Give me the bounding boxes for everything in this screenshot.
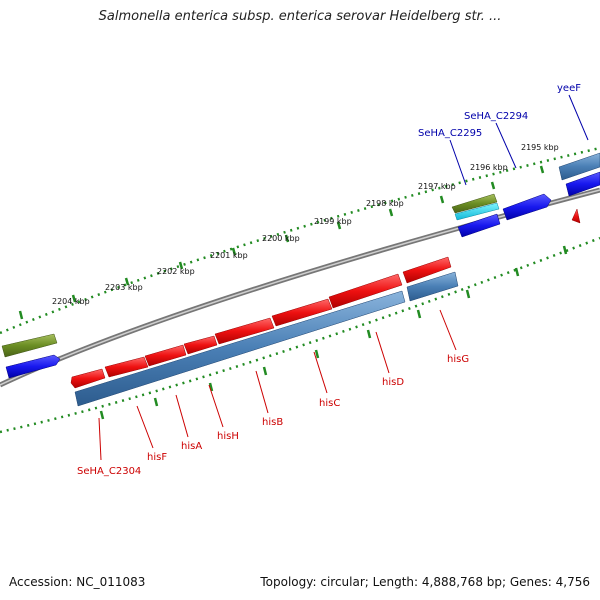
forward-gene-hisG[interactable] — [402, 256, 452, 284]
rna-feature-c2295[interactable] — [451, 193, 498, 214]
kbp-label-2196: 2196 kbp — [470, 163, 508, 172]
forward-marker-arrow[interactable] — [571, 208, 581, 224]
kbp-label-2202: 2202 kbp — [157, 267, 195, 276]
gene-label-hisH[interactable]: hisH — [217, 431, 239, 442]
gene-label-hisD[interactable]: hisD — [382, 377, 404, 388]
top-label-leaders — [449, 94, 589, 186]
bottom-label-leaders — [98, 309, 457, 461]
cds-bar-hisG[interactable] — [406, 271, 459, 302]
cds-bar-his-operon[interactable] — [74, 290, 406, 407]
inner-major-ticks — [99, 245, 568, 420]
kbp-label-2195: 2195 kbp — [521, 143, 559, 152]
outer-scale-ring — [0, 146, 600, 335]
forward-gene-hisF[interactable] — [104, 356, 149, 378]
gene-label-hisC[interactable]: hisC — [319, 398, 340, 409]
gene-label-hisG[interactable]: hisG — [447, 354, 469, 365]
forward-gene-hisH[interactable] — [183, 335, 218, 355]
gene-label-c2295[interactable]: SeHA_C2295 — [418, 128, 482, 139]
kbp-label-2197: 2197 kbp — [418, 182, 456, 191]
reverse-gene-left[interactable] — [5, 354, 61, 379]
gene-label-hisB[interactable]: hisB — [262, 417, 283, 428]
kbp-label-2198: 2198 kbp — [366, 199, 404, 208]
forward-gene-c2304[interactable] — [70, 368, 106, 389]
forward-gene-hisB[interactable] — [214, 317, 275, 345]
gene-label-hisF[interactable]: hisF — [147, 452, 167, 463]
kbp-label-2200: 2200 kbp — [262, 234, 300, 243]
outer-major-ticks — [18, 165, 545, 320]
forward-gene-hisA[interactable] — [144, 344, 187, 367]
reverse-gene-c2294[interactable] — [502, 193, 552, 221]
cds-bar-yeef[interactable] — [558, 152, 600, 181]
map-title: Salmonella enterica subsp. enterica sero… — [98, 9, 502, 24]
gene-label-c2294[interactable]: SeHA_C2294 — [464, 111, 528, 122]
kbp-label-2199: 2199 kbp — [314, 217, 352, 226]
forward-gene-hisC[interactable] — [271, 298, 333, 327]
gene-label-hisA[interactable]: hisA — [181, 441, 202, 452]
gene-label-c2304[interactable]: SeHA_C2304 — [77, 466, 141, 477]
kbp-label-2204: 2204 kbp — [52, 297, 90, 306]
gene-label-yeef[interactable]: yeeF — [557, 83, 581, 94]
accession-text: Accession: NC_011083 — [9, 575, 146, 589]
topology-text: Topology: circular; Length: 4,888,768 bp… — [260, 575, 590, 589]
forward-gene-hisD[interactable] — [328, 273, 403, 309]
rna-feature-left[interactable] — [1, 333, 58, 358]
kbp-label-2201: 2201 kbp — [210, 251, 248, 260]
rna-feature-c2295-cyan[interactable] — [454, 202, 500, 221]
reverse-gene-yeef[interactable] — [565, 171, 600, 197]
kbp-label-2203: 2203 kbp — [105, 283, 143, 292]
reverse-gene-c2295[interactable] — [457, 213, 501, 238]
